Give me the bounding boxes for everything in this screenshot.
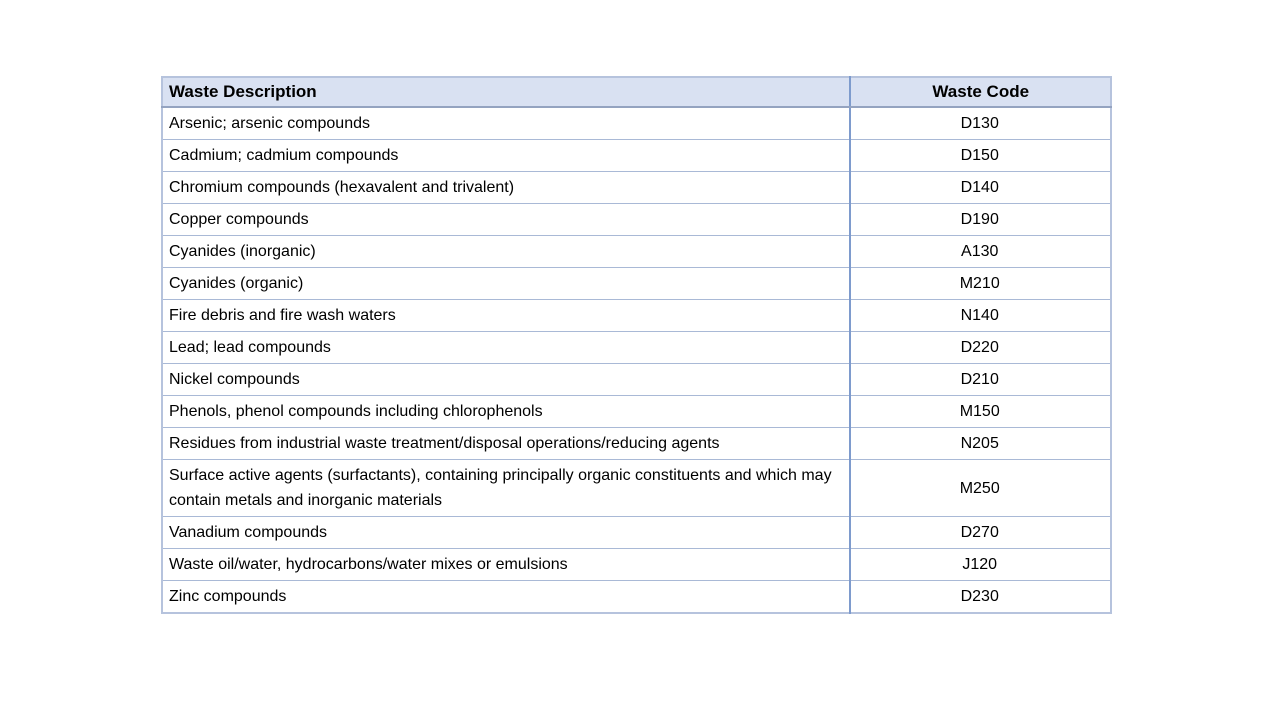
waste-description-cell: Chromium compounds (hexavalent and triva… xyxy=(162,171,851,204)
table-header: Waste Description Waste Code xyxy=(162,77,1111,108)
waste-code-cell: D270 xyxy=(849,516,1111,549)
table-row: Cyanides (organic) M210 xyxy=(162,267,1111,300)
waste-code-cell: M150 xyxy=(849,395,1111,428)
waste-code-cell: N140 xyxy=(849,299,1111,332)
waste-description-cell: Waste oil/water, hydrocarbons/water mixe… xyxy=(162,548,851,581)
table-row: Zinc compounds D230 xyxy=(162,580,1111,613)
waste-description-cell: Zinc compounds xyxy=(162,580,851,613)
header-row: Waste Description Waste Code xyxy=(162,77,1111,108)
waste-code-table: Waste Description Waste Code Arsenic; ar… xyxy=(161,76,1112,614)
waste-code-cell: J120 xyxy=(849,548,1111,581)
table-row: Waste oil/water, hydrocarbons/water mixe… xyxy=(162,548,1111,581)
table-row: Lead; lead compounds D220 xyxy=(162,331,1111,364)
waste-code-cell: N205 xyxy=(849,427,1111,460)
waste-code-cell: D150 xyxy=(849,139,1111,172)
table-row: Residues from industrial waste treatment… xyxy=(162,427,1111,460)
waste-code-cell: M210 xyxy=(849,267,1111,300)
waste-code-cell: A130 xyxy=(849,235,1111,268)
waste-code-cell: D220 xyxy=(849,331,1111,364)
table-row: Vanadium compounds D270 xyxy=(162,516,1111,549)
table-body: Arsenic; arsenic compounds D130 Cadmium;… xyxy=(162,107,1111,613)
waste-code-cell: D230 xyxy=(849,580,1111,613)
table-row: Cadmium; cadmium compounds D150 xyxy=(162,139,1111,172)
waste-description-cell: Cyanides (inorganic) xyxy=(162,235,851,268)
waste-description-cell: Lead; lead compounds xyxy=(162,331,851,364)
waste-description-cell: Cyanides (organic) xyxy=(162,267,851,300)
waste-description-cell: Residues from industrial waste treatment… xyxy=(162,427,851,460)
waste-description-cell: Vanadium compounds xyxy=(162,516,851,549)
table-row: Nickel compounds D210 xyxy=(162,363,1111,396)
waste-description-cell: Arsenic; arsenic compounds xyxy=(162,107,851,140)
table-row: Fire debris and fire wash waters N140 xyxy=(162,299,1111,332)
waste-description-cell: Surface active agents (surfactants), con… xyxy=(162,459,851,517)
table-row: Copper compounds D190 xyxy=(162,203,1111,236)
table-row: Arsenic; arsenic compounds D130 xyxy=(162,107,1111,140)
waste-description-cell: Copper compounds xyxy=(162,203,851,236)
waste-description-cell: Nickel compounds xyxy=(162,363,851,396)
table-row: Cyanides (inorganic) A130 xyxy=(162,235,1111,268)
waste-code-cell: D130 xyxy=(849,107,1111,140)
waste-description-header: Waste Description xyxy=(162,77,851,108)
waste-description-cell: Phenols, phenol compounds including chlo… xyxy=(162,395,851,428)
waste-code-cell: D190 xyxy=(849,203,1111,236)
waste-description-cell: Fire debris and fire wash waters xyxy=(162,299,851,332)
waste-code-header: Waste Code xyxy=(849,77,1111,108)
waste-code-cell: M250 xyxy=(849,459,1111,517)
table-row: Surface active agents (surfactants), con… xyxy=(162,459,1111,517)
waste-code-cell: D140 xyxy=(849,171,1111,204)
table-row: Chromium compounds (hexavalent and triva… xyxy=(162,171,1111,204)
waste-code-cell: D210 xyxy=(849,363,1111,396)
table-row: Phenols, phenol compounds including chlo… xyxy=(162,395,1111,428)
waste-description-cell: Cadmium; cadmium compounds xyxy=(162,139,851,172)
